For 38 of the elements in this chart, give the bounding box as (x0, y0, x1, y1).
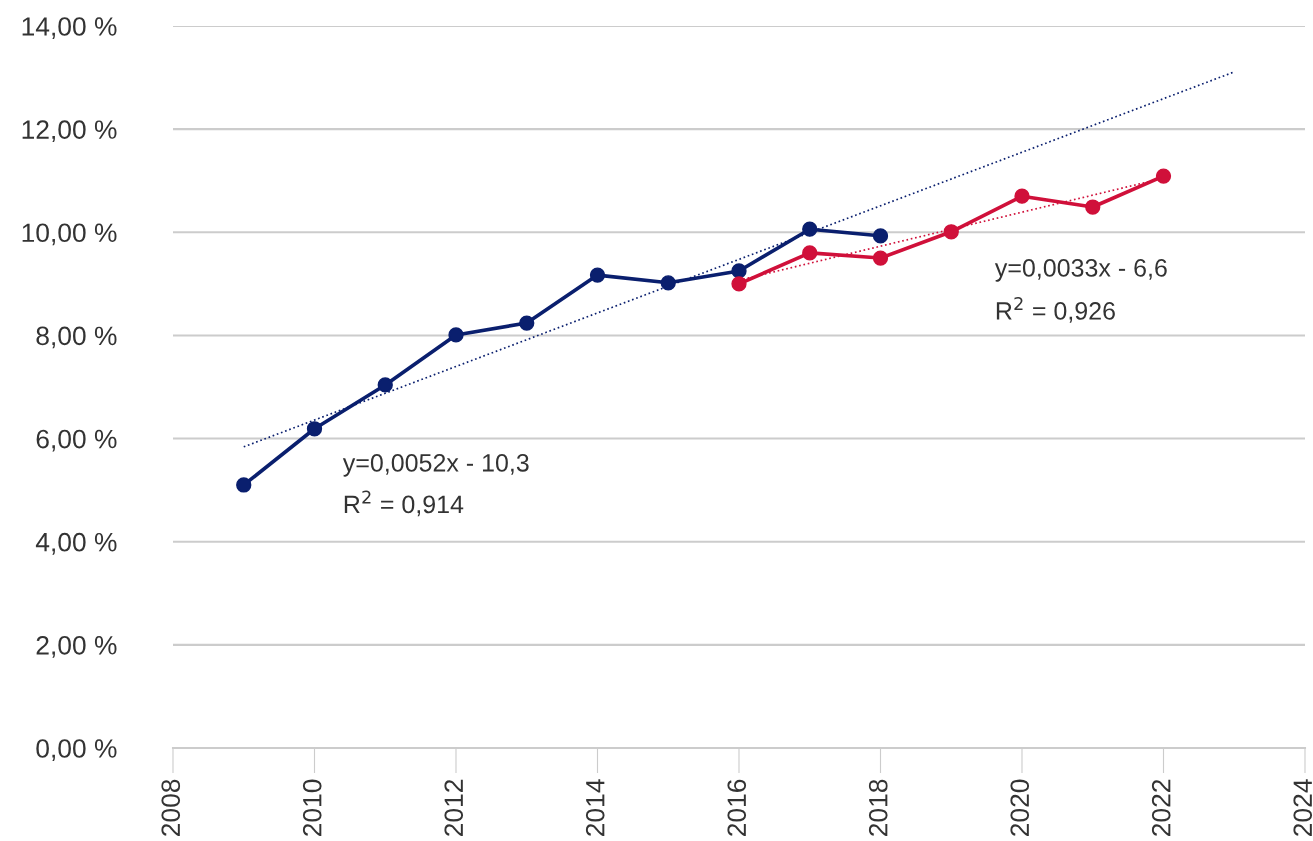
x-tick-label: 2014 (585, 779, 605, 836)
x-tick-label: 2022 (1151, 779, 1171, 836)
point (377, 377, 393, 393)
y-tick-label: 12,00 % (22, 120, 117, 143)
point (872, 228, 889, 244)
x-tick-label: 2008 (161, 779, 181, 836)
point (802, 245, 818, 261)
point (1155, 168, 1172, 184)
y-tick-label: 0,00 % (36, 739, 117, 761)
point (802, 221, 818, 237)
x-tick-label: 2016 (727, 779, 747, 836)
point (1085, 199, 1101, 215)
point (448, 327, 464, 343)
annotation: R$^{2}$ = 0,926 (996, 296, 1115, 323)
point (943, 224, 959, 240)
y-tick-label: 10,00 % (22, 223, 117, 246)
y-tick-label: 4,00 % (35, 532, 117, 555)
x-tick-label: 2010 (302, 779, 322, 836)
point (872, 250, 889, 266)
point (236, 477, 252, 493)
x-tick-label: 2012 (444, 779, 464, 836)
y-tick-label: 14,00 % (22, 17, 117, 39)
point (589, 267, 606, 283)
point (731, 263, 747, 279)
point (731, 276, 747, 292)
point (1014, 188, 1030, 204)
annotation: y=0,0033x - 6,6 (994, 259, 1167, 282)
point (306, 421, 323, 437)
x-tick-label: 2020 (1010, 779, 1030, 836)
point (519, 315, 535, 331)
y-tick-label: 6,00 % (36, 429, 117, 452)
point (660, 275, 676, 291)
y-tick-label: 8,00 % (36, 326, 117, 349)
x-tick-label: 2018 (868, 779, 888, 836)
annotation: R$^{2}$ = 0,914 (344, 490, 464, 517)
annotation: y=0,0052x - 10,3 (342, 453, 529, 477)
y-tick-label: 2,00 % (36, 635, 117, 658)
x-tick-label: 2024 (1293, 779, 1313, 836)
